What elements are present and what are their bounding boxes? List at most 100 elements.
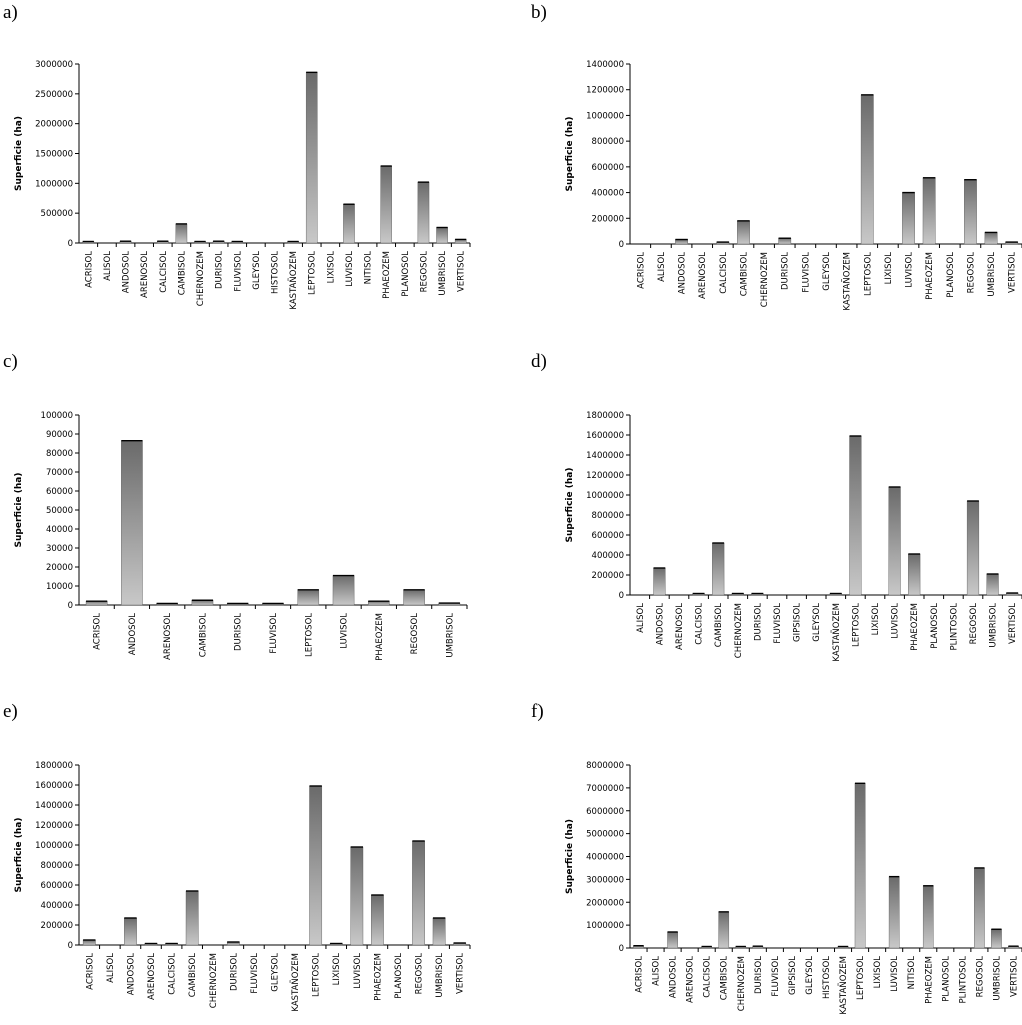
y-tick-label: 50000 [46,506,73,516]
x-tick-label: PLANOSOL [930,603,940,649]
y-tick-label: 800000 [592,511,624,521]
x-tick-label: CHERNOZEM [196,251,206,306]
y-tick-label: 2000000 [586,898,624,908]
bar-chart: 0 1000000 2000000 3000000 4000000 5000000 6000… [565,761,1022,1015]
x-tick-label: KASTAÑOZEM [831,603,842,662]
x-tick-label: ALISOL [652,956,662,986]
y-tick-label: 1000000 [586,491,624,501]
x-tick-label: GLEYSOL [812,603,822,642]
y-tick-label: 20000 [46,563,73,573]
bar-leptosol [305,72,318,244]
x-tick-label: DURISOL [234,613,244,651]
bar-luvisol [888,876,900,949]
x-tick-label: GIPSISOL [788,956,798,995]
x-tick-label: REGOSOL [966,252,976,294]
y-tick-label: 3000000 [586,875,624,885]
bar-leptosol [854,783,866,949]
x-tick-label: CAMBISOL [720,956,730,1001]
x-tick-label: ACRISOL [85,953,95,990]
x-tick-label: DURISOL [753,603,763,641]
bar-phaeozem [380,165,392,244]
y-tick-label: 1000000 [35,179,73,189]
x-tick-label: CAMBISOL [198,613,208,658]
x-tick-label: ARENOSOL [686,956,696,1003]
x-tick-label: CHERNOZEM [737,956,747,1011]
bar-phaeozem [922,177,936,245]
bar-chart: 0 200000 400000 600000 800000 1000000 1200000 1… [565,411,1022,662]
x-tick-label: FLUVISOL [771,956,781,997]
x-tick-label: DURISOL [229,953,239,991]
bar-umbrisol [432,917,446,946]
x-tick-label: ANDOSOL [655,603,665,645]
x-tick-label: NITISOL [364,251,374,285]
x-tick-label: HISTOSOL [822,956,832,999]
y-tick-label: 90000 [46,430,73,440]
x-tick-label: KASTAÑOZEM [290,953,301,1012]
x-tick-label: REGOSOL [969,603,979,645]
x-tick-label: ALISOL [103,251,113,281]
x-tick-label: PLANOSOL [941,956,951,1002]
chart-panel-f: f) 0 1000000 2000000 3000000 4000000 5000000 6… [511,695,1022,1016]
x-tick-label: ANDOSOL [669,956,679,998]
bar-regosol [417,181,430,244]
y-axis-label: Superficie (ha) [565,819,575,894]
y-tick-label: 600000 [41,881,73,891]
y-tick-label: 1400000 [586,60,624,70]
x-tick-label: ARENOSOL [163,613,173,660]
bar-chart: 0 10000 20000 30000 40000 50000 60000 70000 8000… [14,411,468,661]
bar-cambisol [185,890,199,946]
x-tick-label: ARENOSOL [698,252,708,299]
x-tick-label: LUVISOL [345,251,355,287]
x-tick-label: CALCISOL [719,252,729,294]
x-tick-label: REGOSOL [415,953,425,995]
x-tick-label: CALCISOL [159,251,169,293]
x-tick-label: GLEYSOL [805,956,815,995]
y-tick-label: 0 [619,240,624,250]
x-tick-label: LEPTOSOL [856,956,866,1000]
x-tick-label: LEPTOSOL [308,251,318,295]
y-tick-label: 2500000 [35,90,73,100]
bar-cambisol [737,220,750,245]
x-tick-label: LUVISOL [891,603,901,639]
y-tick-label: 70000 [46,468,73,478]
y-tick-label: 5000000 [586,830,624,840]
y-axis-label: Superficie (ha) [565,468,575,543]
y-tick-label: 2000000 [35,120,73,130]
y-tick-label: 1400000 [586,451,624,461]
y-tick-label: 200000 [592,571,624,581]
x-tick-label: LEPTOSOL [312,953,322,997]
x-tick-label: PLINTOSOL [958,956,968,1004]
bar-luvisol [888,486,901,596]
y-tick-label: 80000 [46,449,73,459]
x-tick-label: KASTAÑOZEM [838,956,849,1015]
bar-cambisol [191,600,214,606]
bar-chart: 0 500000 1000000 1500000 2000000 2500000 30000… [14,60,471,310]
bar-andosol [121,440,143,606]
x-tick-label: PLANOSOL [394,953,404,999]
x-tick-label: DURISOL [781,252,791,290]
x-tick-label: UMBRISOL [992,956,1002,1001]
bar-umbrisol [984,232,998,245]
x-tick-label: CALCISOL [168,953,178,995]
bar-leptosol [860,94,874,245]
x-tick-label: LIXISOL [326,251,336,284]
y-axis-label: Superficie (ha) [14,818,24,893]
x-tick-label: PHAEOZEM [924,956,934,1004]
bar-chart: 0 200000 400000 600000 800000 1000000 1200000 1… [14,761,471,1012]
y-tick-label: 8000000 [586,761,624,771]
x-tick-label: VERTISOL [1009,956,1019,997]
x-tick-label: FLUVISOL [250,953,260,994]
x-tick-label: GLEYSOL [822,252,832,291]
y-tick-label: 500000 [41,209,73,219]
bar-chart: 0 200000 400000 600000 800000 1000000 1200000 1… [565,60,1022,311]
x-tick-label: VERTISOL [1008,603,1018,644]
y-tick-label: 200000 [41,921,73,931]
y-tick-label: 800000 [592,137,624,147]
x-tick-label: CAMBISOL [739,252,749,297]
bar-andosol [653,567,666,596]
x-tick-label: ANDOSOL [126,953,136,995]
x-tick-label: CAMBISOL [714,603,724,648]
y-tick-label: 7000000 [586,784,624,794]
x-tick-label: ACRISOL [84,251,94,288]
y-tick-label: 3000000 [35,60,73,70]
